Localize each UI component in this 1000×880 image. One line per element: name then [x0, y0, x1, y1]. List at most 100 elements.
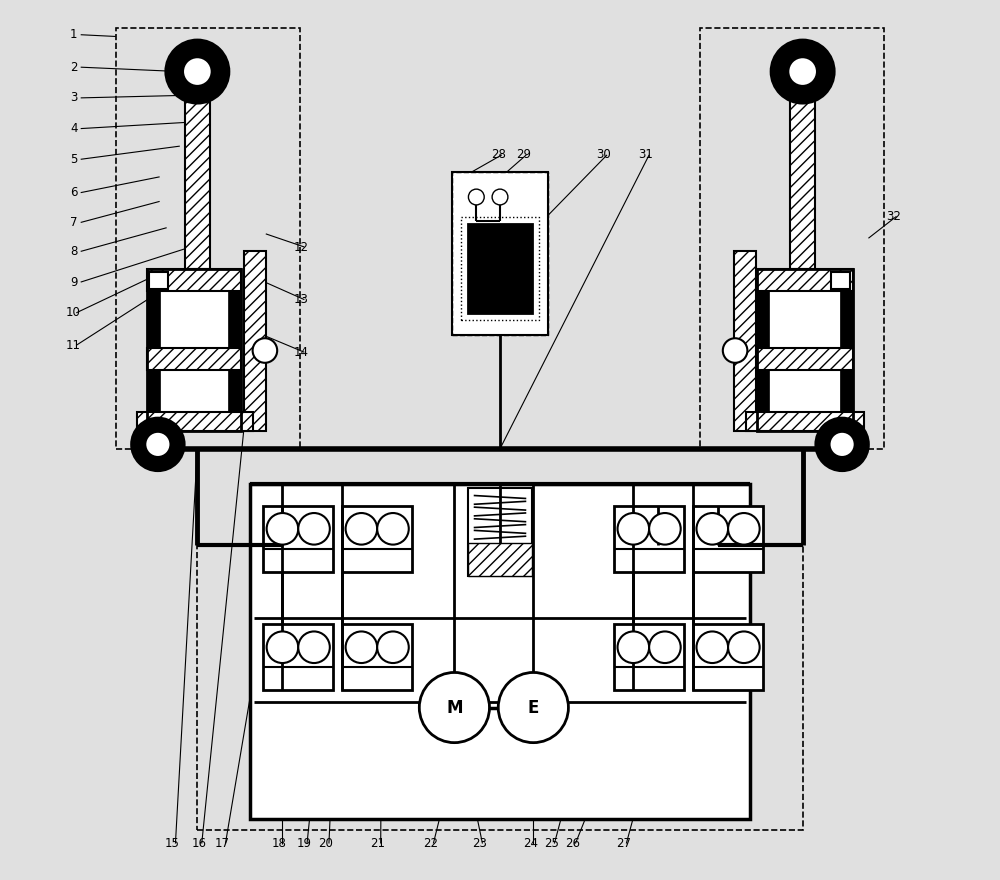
- Text: 6: 6: [70, 187, 78, 199]
- Text: 15: 15: [165, 837, 180, 850]
- Bar: [342, 624, 412, 690]
- Text: 28: 28: [491, 149, 506, 161]
- Circle shape: [498, 672, 568, 743]
- Text: 12: 12: [294, 240, 309, 253]
- Text: 20: 20: [318, 837, 333, 850]
- Text: 21: 21: [370, 837, 385, 850]
- Circle shape: [728, 513, 760, 545]
- Bar: [263, 506, 333, 572]
- Text: 10: 10: [66, 306, 81, 319]
- Text: 29: 29: [516, 149, 531, 161]
- Circle shape: [468, 189, 484, 205]
- Circle shape: [771, 40, 834, 103]
- Bar: [160, 269, 229, 431]
- Bar: [228, 269, 240, 431]
- Bar: [147, 269, 160, 431]
- Circle shape: [790, 59, 815, 84]
- Circle shape: [166, 40, 229, 103]
- Bar: [452, 172, 548, 334]
- Bar: [468, 488, 532, 576]
- Bar: [250, 484, 750, 819]
- Text: 31: 31: [639, 149, 653, 161]
- Text: 27: 27: [616, 837, 631, 850]
- Bar: [790, 71, 815, 269]
- Circle shape: [649, 632, 681, 663]
- Bar: [147, 269, 241, 291]
- Circle shape: [147, 434, 168, 455]
- Text: 24: 24: [523, 837, 538, 850]
- Circle shape: [298, 513, 330, 545]
- Text: 1: 1: [70, 28, 78, 41]
- Text: 5: 5: [70, 153, 78, 165]
- Circle shape: [696, 632, 728, 663]
- Circle shape: [253, 338, 277, 363]
- Bar: [149, 272, 168, 290]
- Bar: [840, 269, 853, 431]
- Circle shape: [185, 59, 210, 84]
- Bar: [461, 216, 539, 319]
- Bar: [831, 272, 850, 290]
- Circle shape: [132, 418, 184, 471]
- Circle shape: [723, 338, 747, 363]
- Text: 7: 7: [70, 216, 78, 229]
- Text: 14: 14: [294, 346, 309, 359]
- Bar: [137, 412, 253, 431]
- Circle shape: [377, 513, 409, 545]
- Circle shape: [419, 672, 489, 743]
- Text: 8: 8: [70, 245, 78, 258]
- Bar: [452, 172, 548, 334]
- Bar: [693, 624, 763, 690]
- Bar: [693, 506, 763, 572]
- Bar: [185, 71, 210, 269]
- Text: 26: 26: [565, 837, 580, 850]
- Text: 25: 25: [544, 837, 559, 850]
- Text: 16: 16: [191, 837, 206, 850]
- Bar: [746, 412, 864, 431]
- Bar: [614, 624, 684, 690]
- Bar: [700, 27, 884, 449]
- Bar: [468, 224, 532, 312]
- Bar: [244, 252, 266, 431]
- Bar: [757, 269, 853, 431]
- Circle shape: [267, 632, 298, 663]
- Bar: [468, 543, 532, 576]
- Text: 4: 4: [70, 122, 78, 136]
- Circle shape: [298, 632, 330, 663]
- Circle shape: [832, 434, 853, 455]
- Bar: [116, 27, 300, 449]
- Text: 2: 2: [70, 61, 78, 74]
- Text: 11: 11: [66, 339, 81, 352]
- Bar: [342, 506, 412, 572]
- Text: 23: 23: [472, 837, 487, 850]
- Circle shape: [649, 513, 681, 545]
- Text: 22: 22: [423, 837, 438, 850]
- Bar: [147, 269, 241, 431]
- Circle shape: [267, 513, 298, 545]
- Circle shape: [816, 418, 868, 471]
- Text: 18: 18: [272, 837, 287, 850]
- Text: 3: 3: [70, 92, 78, 105]
- Bar: [147, 348, 241, 370]
- Text: M: M: [446, 699, 463, 716]
- Circle shape: [346, 632, 377, 663]
- Text: 9: 9: [70, 275, 78, 289]
- Circle shape: [377, 632, 409, 663]
- Text: 19: 19: [296, 837, 311, 850]
- Bar: [614, 506, 684, 572]
- Text: 17: 17: [215, 837, 230, 850]
- Bar: [757, 269, 769, 431]
- Bar: [197, 449, 803, 831]
- Text: 30: 30: [596, 149, 611, 161]
- Bar: [769, 269, 840, 431]
- Circle shape: [728, 632, 760, 663]
- Circle shape: [696, 513, 728, 545]
- Bar: [757, 269, 853, 291]
- Circle shape: [618, 513, 649, 545]
- Circle shape: [618, 632, 649, 663]
- Text: E: E: [528, 699, 539, 716]
- Text: 13: 13: [294, 293, 309, 306]
- Bar: [734, 252, 756, 431]
- Bar: [757, 348, 853, 370]
- Circle shape: [346, 513, 377, 545]
- Circle shape: [492, 189, 508, 205]
